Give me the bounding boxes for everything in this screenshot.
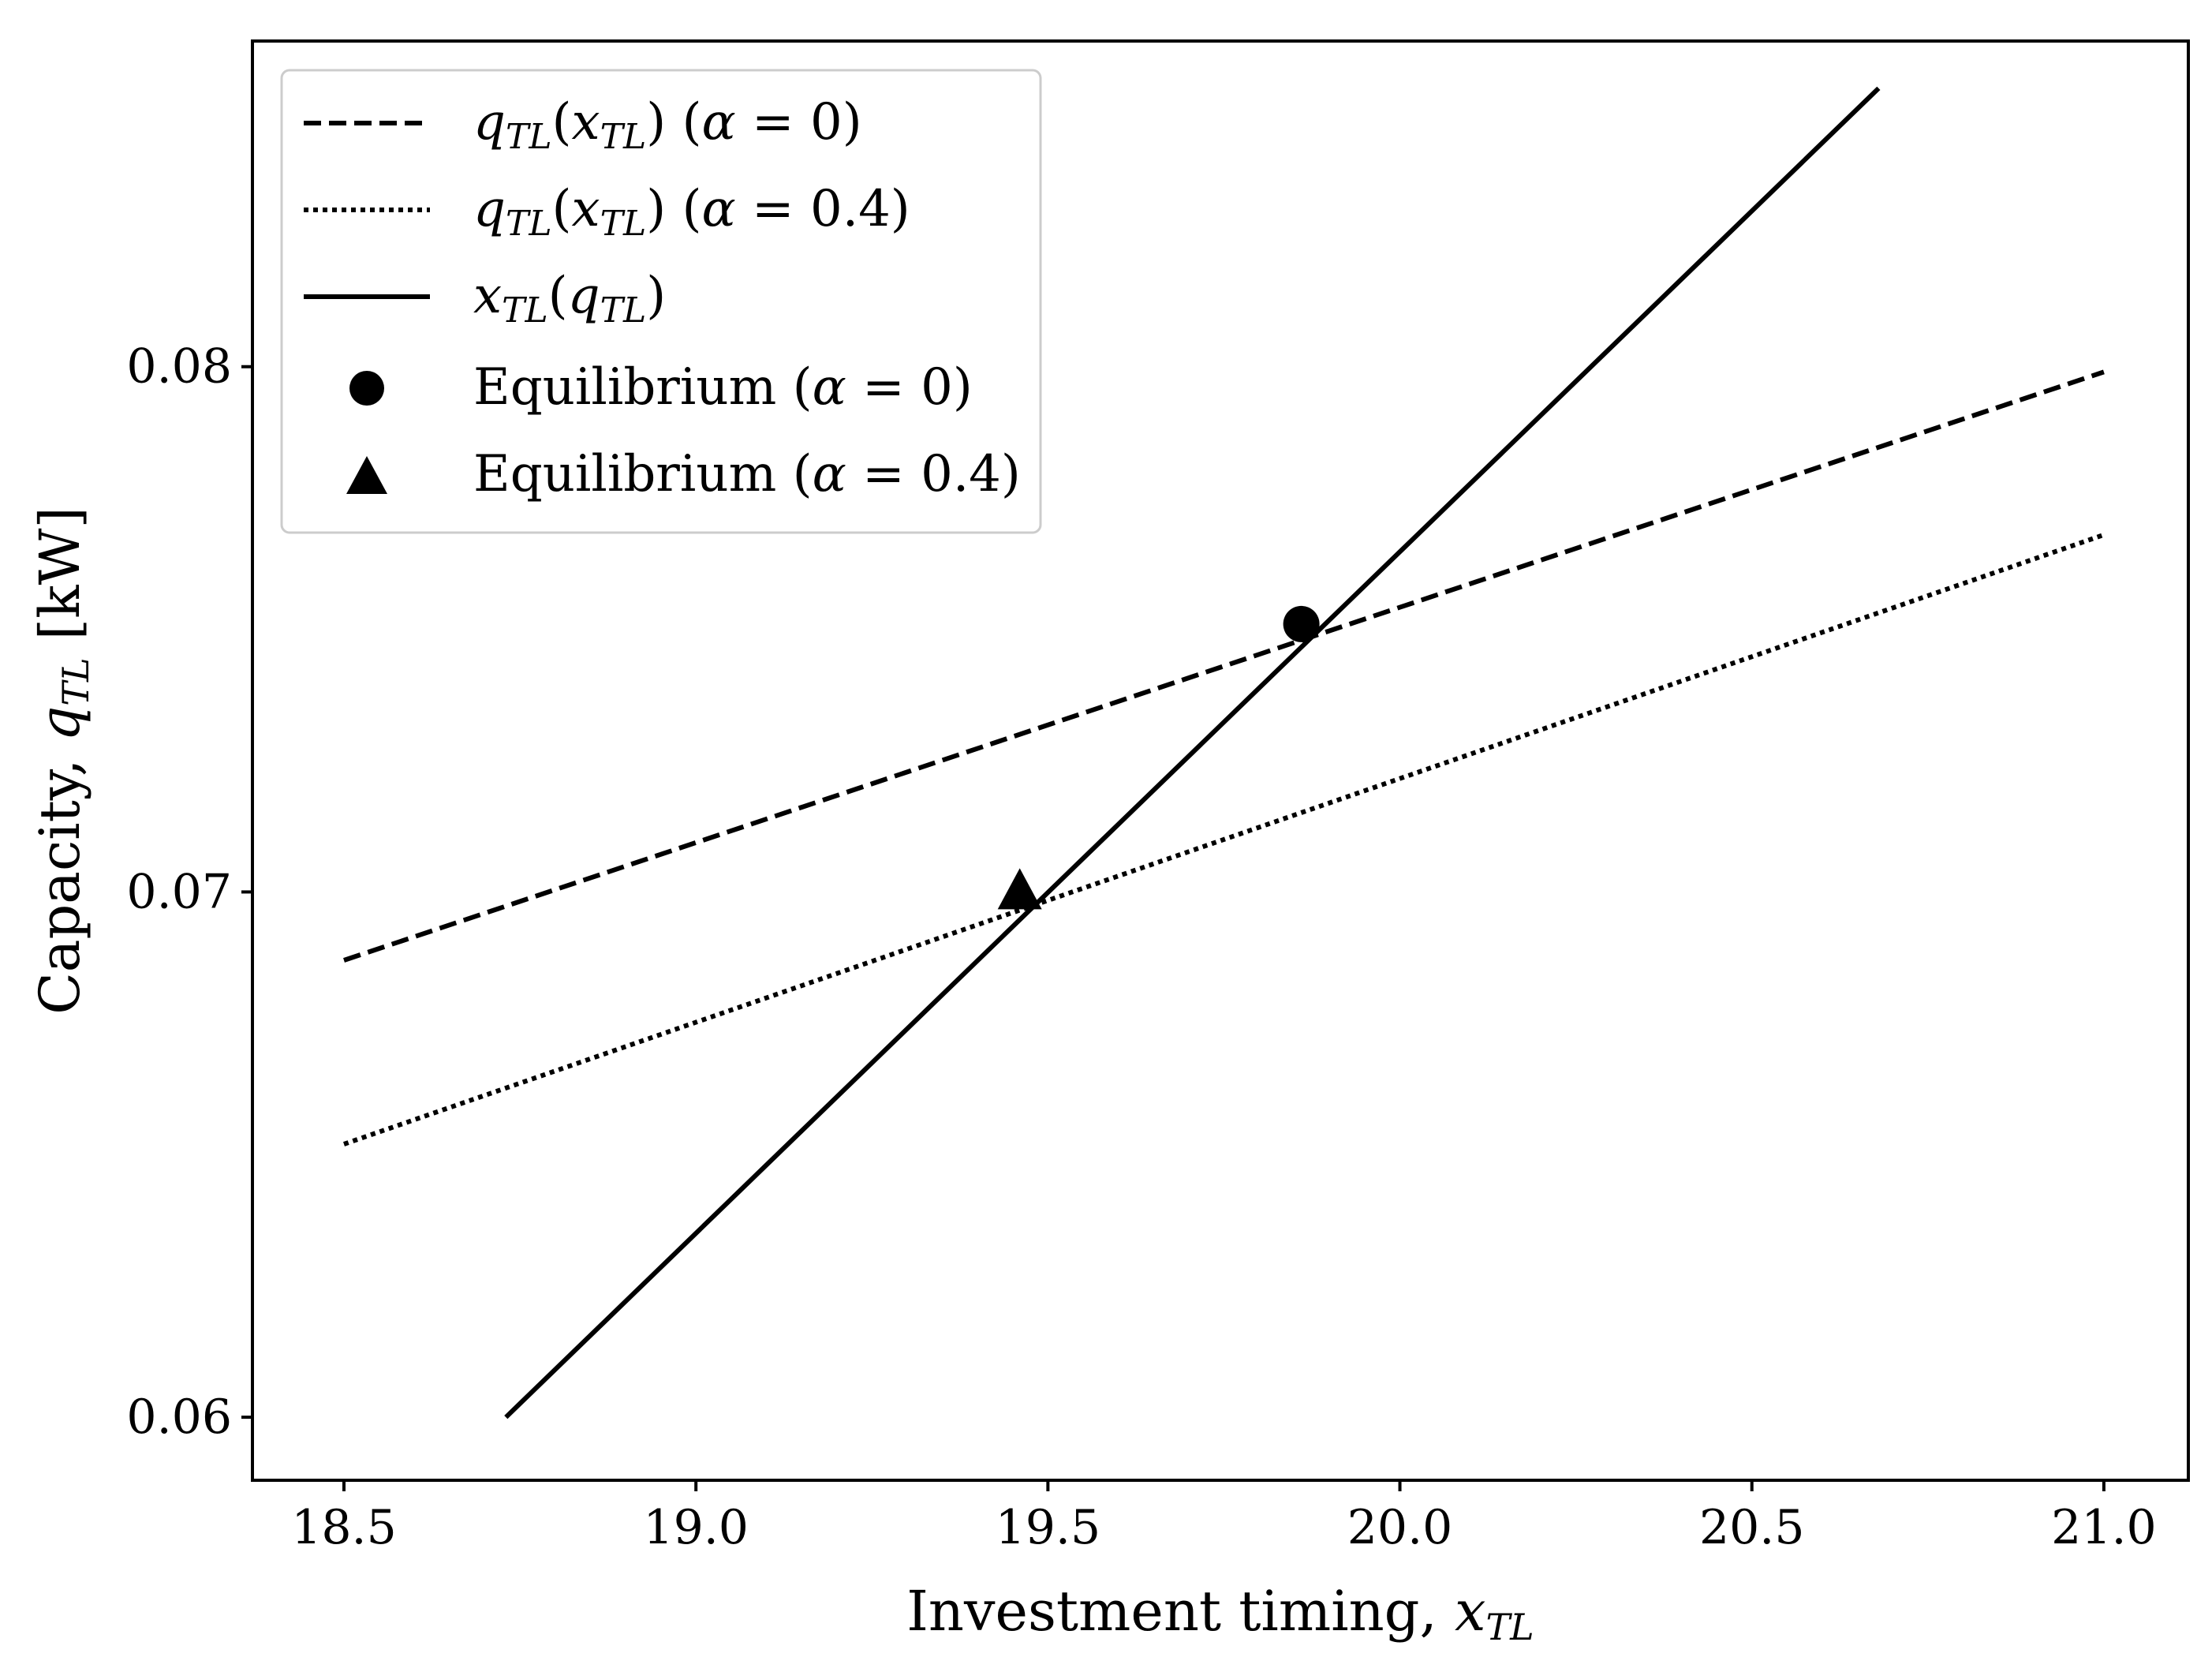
x-tick-label: 19.5 — [996, 1500, 1101, 1555]
y-axis-label-main: Capacity, — [28, 741, 92, 1014]
legend-entry-reaction: xTL(qTL) — [473, 267, 666, 331]
legend: qTL(xTL) (α = 0) qTL(xTL) (α = 0.4) xTL(… — [280, 69, 1042, 534]
x-tick-label: 20.5 — [1699, 1500, 1805, 1555]
x-axis-label-main: Investment timing, — [906, 1579, 1455, 1644]
legend-entry-equilibrium-04: Equilibrium (α = 0.4) — [473, 445, 1021, 503]
x-axis-label-symbol: x — [1455, 1579, 1485, 1644]
series-line-dashed — [343, 369, 2105, 963]
series-layer — [343, 86, 2105, 1419]
equilibrium-point-triangle — [997, 868, 1042, 910]
x-tick-label: 20.0 — [1347, 1500, 1453, 1555]
x-axis-label-subscript: TL — [1485, 1606, 1534, 1648]
legend-triangle-marker — [346, 456, 387, 494]
y-tick-label: 0.08 — [126, 339, 232, 395]
legend-circle-marker — [349, 371, 384, 406]
series-line-dotted — [343, 532, 2105, 1146]
x-axis-label: Investment timing, xTL — [906, 1579, 1534, 1648]
legend-entry-alpha-04: qTL(xTL) (α = 0.4) — [473, 180, 910, 244]
y-axis-label-symbol: q — [28, 706, 92, 742]
x-tick-label: 18.5 — [291, 1500, 397, 1555]
y-axis-ticks: 0.06 0.07 0.08 — [126, 339, 252, 1445]
y-axis-label-subscript: TL — [54, 657, 97, 705]
legend-box — [280, 69, 1042, 534]
y-tick-label: 0.06 — [126, 1390, 232, 1445]
legend-entry-alpha-0: qTL(xTL) (α = 0) — [473, 93, 862, 157]
plot-area-frame — [251, 39, 2190, 1482]
x-axis-ticks: 18.5 19.0 19.5 20.0 20.5 21.0 — [291, 1480, 2157, 1555]
y-tick-label: 0.07 — [126, 864, 232, 919]
points-layer — [997, 605, 1320, 910]
legend-entry-equilibrium-0: Equilibrium (α = 0) — [473, 358, 973, 417]
x-tick-label: 19.0 — [643, 1500, 749, 1555]
series-line-solid — [504, 86, 1881, 1419]
equilibrium-point-circle — [1283, 605, 1320, 642]
x-tick-label: 21.0 — [2051, 1500, 2157, 1555]
y-axis-label: Capacity, qTL [kW] — [28, 507, 97, 1015]
y-axis-label-unit: [kW] — [28, 507, 92, 657]
